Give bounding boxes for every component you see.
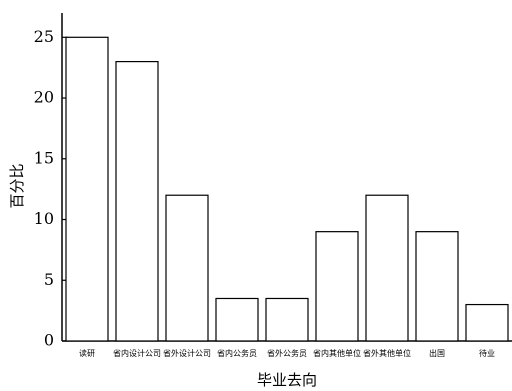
x-tick-label: 省外公务员 <box>267 348 307 358</box>
bar <box>115 60 159 342</box>
y-tick-label: 10 <box>34 209 54 228</box>
x-tick-label: 待业 <box>479 348 495 358</box>
bar <box>315 231 359 342</box>
bar <box>265 297 309 342</box>
bar <box>165 194 209 342</box>
bar <box>65 36 109 342</box>
x-tick-label: 省内设计公司 <box>113 348 161 358</box>
y-tick-label: 25 <box>34 27 54 46</box>
x-tick-label: 省内公务员 <box>217 348 257 358</box>
x-tick-label: 出国 <box>429 348 445 358</box>
bar <box>365 194 409 342</box>
bar <box>215 297 259 342</box>
y-axis-label: 百分比 <box>8 163 26 208</box>
bar <box>415 231 459 342</box>
y-tick-label: 20 <box>34 88 54 107</box>
bar <box>465 303 509 342</box>
x-tick-label: 省外其他单位 <box>363 348 411 358</box>
x-tick-label: 省内其他单位 <box>313 348 361 358</box>
x-tick-label: 读研 <box>79 348 95 358</box>
x-tick-label: 省外设计公司 <box>163 348 211 358</box>
y-tick-label: 0 <box>44 331 54 350</box>
y-tick-label: 15 <box>34 148 54 167</box>
x-axis-label: 毕业去向 <box>257 371 317 389</box>
y-tick-label: 5 <box>44 270 54 289</box>
